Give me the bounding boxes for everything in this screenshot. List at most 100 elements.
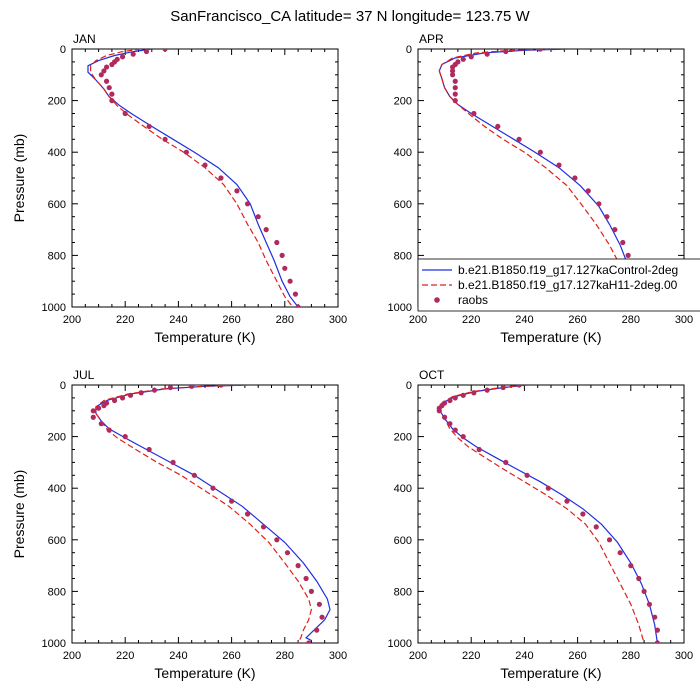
panel-jul: 200 220 240 260 280 300 0 200 400 600 800 1000 JUL Te… bbox=[11, 368, 347, 681]
x-tick-label: 280 bbox=[276, 314, 294, 326]
raobs-point bbox=[442, 414, 448, 420]
raobs-point bbox=[122, 434, 128, 440]
y-axis-label: Pressure (mb) bbox=[11, 134, 27, 223]
x-tick-label: 300 bbox=[329, 314, 347, 326]
series-layer bbox=[90, 385, 331, 643]
legend: b.e21.B1850.f19_g17.127kaControl-2degb.e… bbox=[417, 258, 700, 312]
y-tick-label: 200 bbox=[48, 432, 66, 444]
raobs-point bbox=[452, 98, 458, 104]
raobs-point bbox=[646, 601, 653, 607]
raobs-point bbox=[476, 446, 482, 453]
raobs-point bbox=[292, 291, 299, 297]
x-tick-label: 260 bbox=[222, 314, 240, 326]
x-tick-label: 280 bbox=[276, 650, 294, 662]
raobs-point bbox=[111, 397, 118, 404]
raobs-point bbox=[556, 162, 562, 168]
raobs-point bbox=[641, 588, 647, 595]
raobs-point bbox=[452, 427, 458, 433]
x-tick-label: 220 bbox=[462, 314, 480, 326]
control-line bbox=[438, 49, 648, 307]
x-tick-label: 260 bbox=[568, 650, 586, 662]
raobs-point bbox=[585, 188, 591, 194]
raobs-point bbox=[210, 485, 216, 491]
raobs-point bbox=[564, 498, 570, 504]
x-tick-label: 280 bbox=[622, 650, 640, 662]
raobs-point bbox=[654, 640, 660, 643]
raobs-point bbox=[167, 385, 174, 391]
raobs-point bbox=[654, 627, 661, 633]
y-tick-label: 400 bbox=[48, 147, 66, 159]
h11-line bbox=[95, 385, 313, 643]
raobs-point bbox=[308, 588, 314, 595]
raobs-point bbox=[218, 175, 224, 181]
panel-label: OCT bbox=[419, 368, 445, 382]
raobs-point bbox=[263, 227, 269, 233]
panel-label: JUL bbox=[73, 368, 95, 382]
raobs-point bbox=[606, 537, 613, 543]
raobs-point bbox=[287, 278, 293, 284]
legend-label: b.e21.B1850.f19_g17.127kaH11-2deg.00 bbox=[458, 278, 678, 292]
raobs-point bbox=[202, 162, 208, 168]
raobs-point bbox=[545, 485, 551, 491]
raobs-point bbox=[449, 72, 456, 78]
y-tick-label: 1000 bbox=[42, 638, 66, 650]
y-tick-label: 0 bbox=[406, 380, 412, 392]
x-tick-label: 300 bbox=[675, 314, 693, 326]
raobs-point bbox=[447, 421, 453, 427]
raobs-point bbox=[319, 614, 325, 620]
x-tick-label: 280 bbox=[622, 314, 640, 326]
panel-label: JAN bbox=[73, 32, 96, 46]
y-tick-label: 600 bbox=[394, 199, 412, 211]
y-tick-label: 400 bbox=[48, 483, 66, 495]
raobs-point bbox=[452, 78, 458, 84]
y-tick-label: 200 bbox=[394, 96, 412, 108]
raobs-point bbox=[471, 110, 477, 117]
h11-line bbox=[438, 49, 642, 307]
raobs-point bbox=[537, 149, 543, 155]
plot-frame bbox=[71, 384, 339, 644]
raobs-point bbox=[449, 68, 456, 74]
raobs-point bbox=[617, 550, 623, 556]
raobs-point bbox=[109, 98, 115, 104]
raobs-point bbox=[495, 123, 501, 129]
raobs-point bbox=[612, 227, 618, 233]
raobs-point bbox=[109, 91, 115, 97]
control-line bbox=[95, 385, 331, 641]
raobs-point bbox=[279, 252, 285, 258]
y-tick-label: 1000 bbox=[388, 638, 412, 650]
x-tick-label: 300 bbox=[329, 650, 347, 662]
x-tick-label: 300 bbox=[675, 650, 693, 662]
x-tick-label: 240 bbox=[169, 314, 187, 326]
panel-oct: 200 220 240 260 280 300 0 200 400 600 800 1000 OCT Te… bbox=[388, 368, 694, 681]
raobs-point bbox=[447, 397, 453, 404]
raobs-point bbox=[636, 575, 642, 582]
figure-title: SanFrancisco_CA latitude= 37 N longitude… bbox=[170, 8, 530, 25]
raobs-point bbox=[96, 405, 102, 411]
raobs-point bbox=[138, 390, 144, 396]
y-tick-label: 800 bbox=[394, 586, 412, 598]
raobs-point bbox=[274, 537, 280, 543]
raobs-point bbox=[452, 91, 458, 97]
plot-frame bbox=[417, 384, 685, 644]
y-axis-label: Pressure (mb) bbox=[11, 470, 27, 559]
raobs-point bbox=[103, 78, 110, 84]
y-tick-label: 1000 bbox=[388, 302, 412, 314]
raobs-point bbox=[127, 392, 134, 398]
x-axis-label: Temperature (K) bbox=[500, 329, 601, 345]
raobs-point bbox=[101, 68, 107, 74]
x-tick-label: 240 bbox=[515, 314, 533, 326]
raobs-point bbox=[234, 188, 240, 194]
raobs-point bbox=[109, 61, 115, 68]
raobs-point bbox=[162, 136, 168, 142]
panel-jan: 200 220 240 260 280 300 0 200 400 600 800 1000 JAN Te… bbox=[11, 32, 347, 345]
x-tick-label: 220 bbox=[116, 314, 134, 326]
y-tick-label: 600 bbox=[394, 535, 412, 547]
raobs-point bbox=[306, 640, 312, 643]
raobs-point bbox=[98, 421, 104, 427]
x-axis-label: Temperature (K) bbox=[154, 329, 255, 345]
raobs-point bbox=[537, 49, 543, 52]
raobs-point bbox=[524, 472, 530, 478]
y-tick-label: 0 bbox=[406, 44, 412, 56]
x-tick-label: 200 bbox=[409, 650, 427, 662]
